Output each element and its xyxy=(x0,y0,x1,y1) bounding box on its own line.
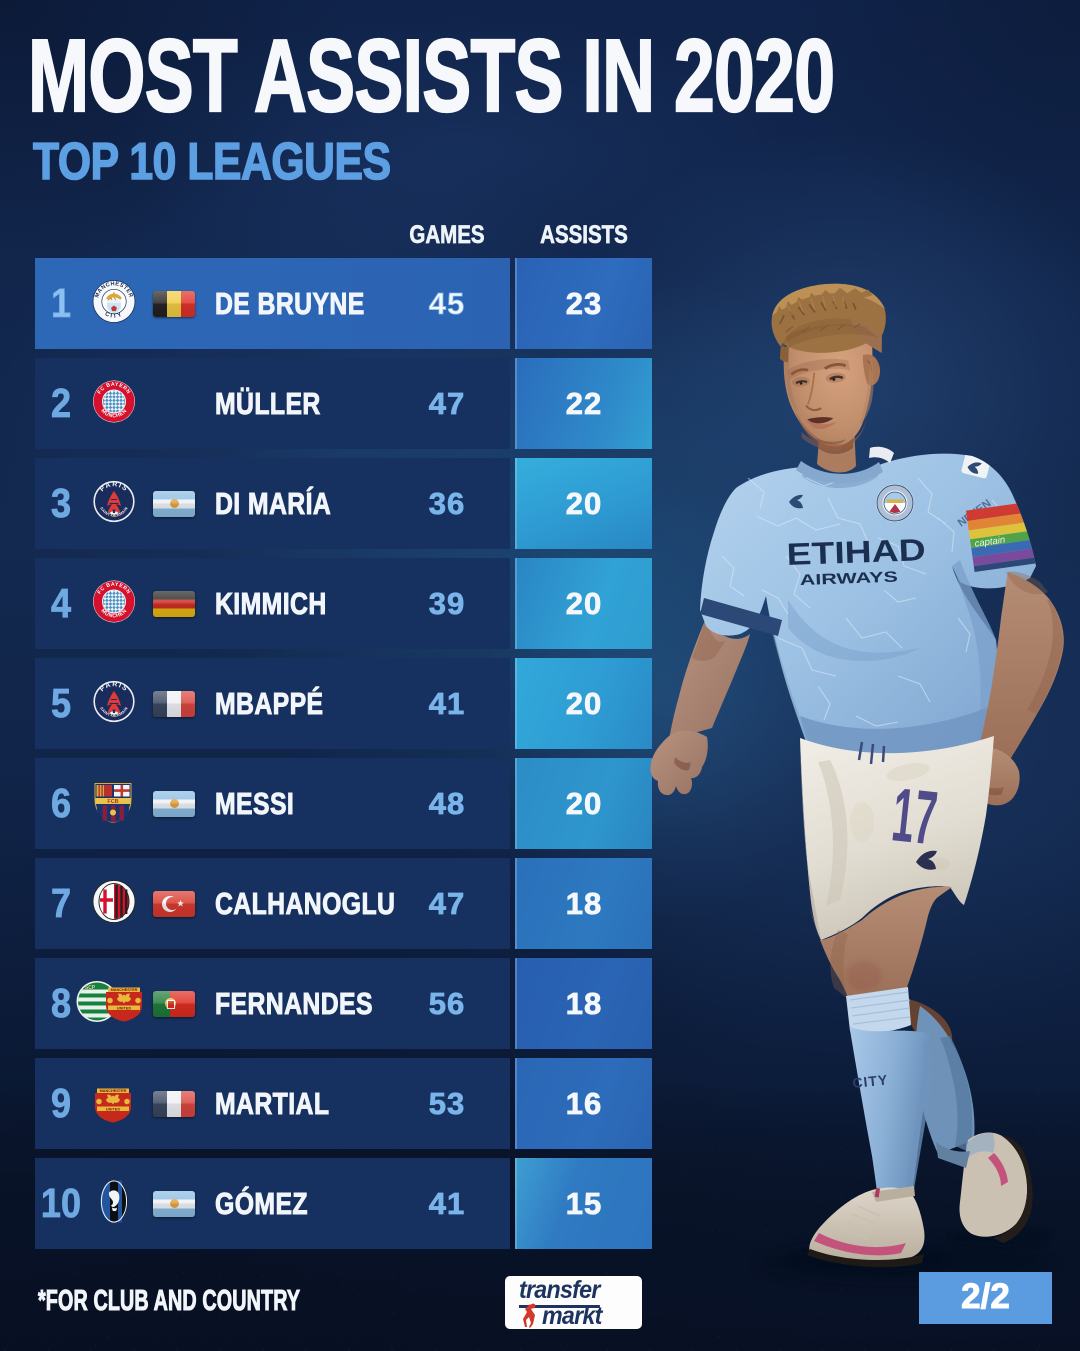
svg-text:captain: captain xyxy=(974,535,1006,550)
svg-text:UNITED: UNITED xyxy=(106,1107,120,1111)
svg-text:CITY: CITY xyxy=(104,311,124,320)
svg-text:AIRWAYS: AIRWAYS xyxy=(800,569,899,589)
svg-text:FCB: FCB xyxy=(107,799,118,805)
svg-text:17: 17 xyxy=(888,771,941,860)
svg-text:ETIHAD: ETIHAD xyxy=(786,532,926,572)
svg-text:MÜNCHEN: MÜNCHEN xyxy=(100,407,129,418)
svg-text:CITY: CITY xyxy=(852,1071,889,1091)
svg-text:MANCHESTER: MANCHESTER xyxy=(111,988,138,992)
svg-text:SCP: SCP xyxy=(85,985,96,991)
svg-text:MANCHESTER: MANCHESTER xyxy=(100,1089,127,1093)
svg-text:UNITED: UNITED xyxy=(117,1006,131,1010)
svg-text:MÜNCHEN: MÜNCHEN xyxy=(100,607,129,618)
